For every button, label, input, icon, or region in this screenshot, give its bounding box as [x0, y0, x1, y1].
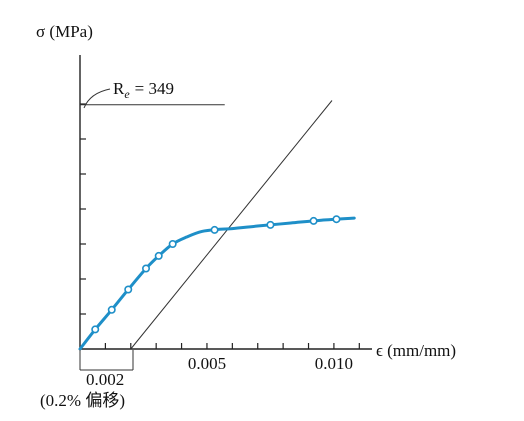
stress-strain-curve	[78, 216, 356, 351]
yield-subscript: e	[124, 87, 130, 101]
data-point	[210, 225, 219, 234]
x-ticks: 0.005 0.010	[104, 343, 360, 373]
data-point	[142, 264, 151, 273]
data-point	[168, 240, 177, 249]
y-ticks	[80, 103, 86, 315]
data-point	[91, 325, 100, 334]
yield-annotation: Re = 349	[83, 79, 174, 109]
data-markers	[91, 215, 341, 334]
offset-note-label: (0.2% 偏移)	[40, 391, 125, 410]
data-point	[332, 215, 341, 224]
data-point	[154, 251, 163, 260]
x-tick-label: 0.005	[188, 354, 226, 373]
data-point	[309, 216, 318, 225]
offset-line	[130, 100, 333, 350]
x-axis-label: ϵ (mm/mm)	[376, 341, 456, 360]
svg-text:Re= 349: Re = 349	[113, 79, 174, 101]
data-point	[266, 220, 275, 229]
yield-leader	[83, 88, 111, 109]
x-tick-label: 0.010	[315, 354, 353, 373]
offset-value-label: 0.002	[86, 370, 124, 389]
yield-value: = 349	[135, 79, 174, 98]
data-point	[124, 285, 133, 294]
guides	[80, 100, 333, 350]
data-point	[107, 305, 116, 314]
yield-label: R	[113, 79, 125, 98]
offset-annotation: 0.002 (0.2% 偏移)	[40, 350, 134, 410]
y-axis-label: σ (MPa)	[36, 22, 93, 41]
